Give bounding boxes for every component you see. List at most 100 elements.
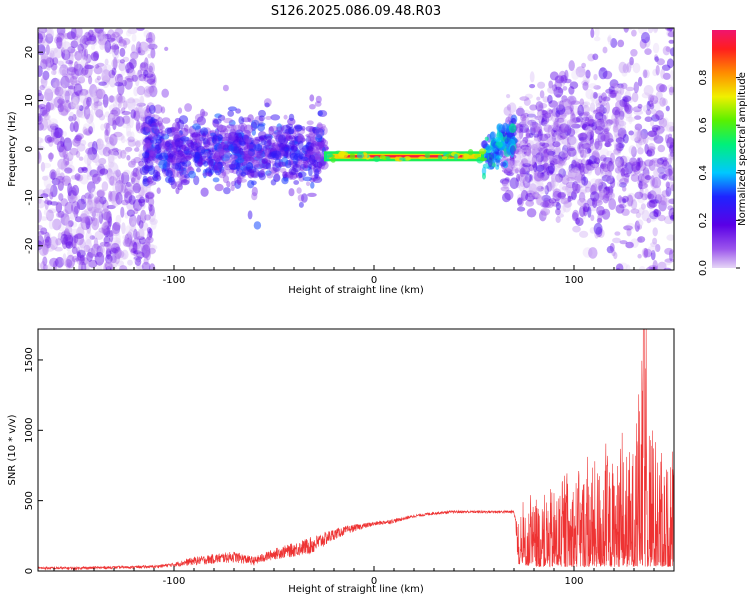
spectrogram-cell	[212, 118, 222, 124]
spectrogram-cell	[60, 198, 68, 207]
spectrogram-cell	[554, 131, 561, 139]
spectrogram-cell	[187, 163, 192, 171]
spectrogram-cell	[521, 165, 530, 175]
spectrogram-cell	[541, 200, 552, 209]
spectrogram-cell	[561, 174, 570, 185]
spectrogram-cell	[135, 119, 141, 132]
spectrogram-cell	[576, 72, 587, 78]
spectrogram-cell	[559, 123, 570, 133]
spectrogram-cell	[58, 193, 64, 201]
spectrogram-cell	[123, 240, 134, 248]
spectrogram-cell	[608, 90, 619, 95]
spectrogram-cell	[45, 57, 52, 71]
spectrogram-cell	[308, 154, 316, 165]
spectrogram-cell	[65, 160, 70, 166]
spectrogram-cell	[650, 242, 658, 247]
spectrogram-cell	[247, 180, 255, 189]
spectrogram-cell	[194, 151, 200, 162]
spectrogram-cell	[55, 173, 63, 183]
spectrogram-cell	[571, 167, 580, 177]
spectrogram-cell	[131, 238, 142, 250]
spectrogram-cell	[50, 63, 58, 71]
spectrogram-cell	[108, 47, 113, 55]
spectrogram-cell	[663, 267, 672, 270]
spectrogram-cell	[137, 47, 142, 54]
spectrogram-cell	[667, 205, 674, 211]
spectrogram-cell	[40, 38, 45, 47]
spectrogram-cell	[625, 222, 636, 231]
spectrogram-cell	[462, 153, 470, 160]
spectrogram-cell	[581, 149, 587, 159]
spectrogram-cell	[655, 65, 660, 76]
spectrogram-cell	[60, 105, 69, 117]
spectrogram-cell	[73, 61, 79, 72]
spectrogram-cell	[556, 111, 567, 120]
spectrogram-cell	[522, 174, 530, 183]
spectrogram-cell	[597, 209, 605, 216]
spectrogram-cell	[578, 189, 588, 194]
spectrogram-cell	[606, 150, 613, 157]
spectrogram-cell	[525, 132, 532, 139]
spectrogram-cell	[558, 70, 567, 82]
spectrogram-cell	[103, 225, 111, 238]
spectrogram-cell	[599, 210, 607, 215]
spectrogram-cell	[652, 209, 662, 218]
spectrogram-cell	[550, 177, 556, 189]
spectrogram-cell	[61, 175, 72, 187]
spectrogram-cell	[621, 195, 629, 203]
spectrogram-cell	[595, 102, 606, 109]
spectrogram-cell	[641, 247, 649, 258]
spectrogram-cell	[217, 144, 224, 152]
spectrogram-cell	[571, 159, 577, 170]
spectrogram-cell	[614, 231, 621, 236]
spectrogram-cell	[46, 263, 53, 270]
spectrogram-cell	[132, 167, 139, 177]
spectrogram-cell	[125, 69, 130, 74]
spectrogram-cell	[525, 200, 535, 207]
spectrogram-cell	[121, 37, 131, 46]
spectrogram-cell	[566, 119, 576, 127]
spectrogram-cell	[128, 240, 138, 254]
spectrogram-cell	[578, 162, 585, 173]
spectrogram-cell	[104, 262, 113, 270]
spectrogram-cell	[276, 126, 284, 133]
spectrogram-cell	[582, 202, 590, 213]
spectrogram-cell	[319, 139, 329, 147]
spectrogram-cell	[605, 161, 612, 168]
spectrogram-cell	[145, 238, 151, 251]
spectrogram-cell	[580, 120, 588, 129]
spectrogram-cell	[594, 93, 604, 99]
spectrogram-cell	[653, 28, 658, 32]
spectrogram-cell	[124, 75, 134, 81]
spectrogram-cell	[99, 168, 109, 175]
spectrogram-cell	[539, 147, 549, 154]
spectrogram-cell	[615, 117, 620, 126]
spectrogram-cell	[138, 96, 144, 103]
spectrogram-cell	[583, 143, 591, 150]
spectrogram-cell	[589, 184, 597, 196]
spectrogram-cell	[565, 181, 576, 189]
spectrogram-cell	[572, 185, 580, 195]
spectrogram-cell	[535, 129, 542, 134]
spectrogram-cell	[613, 125, 619, 137]
spectrogram-cell	[65, 59, 74, 65]
spectrogram-cell	[97, 143, 107, 156]
spectrogram-cell	[643, 172, 650, 184]
spectrogram-cell	[598, 189, 605, 201]
spectrogram-cell	[123, 100, 128, 109]
spectrogram-cell	[136, 264, 144, 270]
spectrogram-cell	[617, 39, 625, 48]
spectrogram-cell	[148, 118, 158, 124]
spectrogram-cell	[136, 139, 146, 146]
spectrogram-cell	[306, 120, 314, 125]
spectrogram-cell	[110, 242, 120, 254]
spectrogram-cell	[137, 243, 142, 255]
spectrogram-cell	[127, 259, 133, 266]
spectrogram-cell	[647, 213, 658, 222]
spectrogram-cell	[91, 32, 99, 46]
spectrogram-cell	[117, 95, 124, 105]
spectrogram-cell	[576, 159, 584, 171]
spectrogram-cell	[560, 160, 567, 167]
spectrogram-cell	[654, 56, 659, 62]
